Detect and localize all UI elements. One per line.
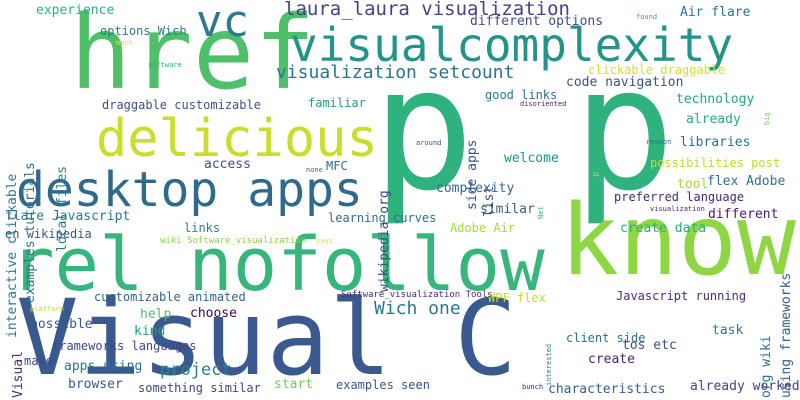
word: Javascript running bbox=[616, 289, 747, 303]
word: en wikipedia bbox=[5, 227, 92, 241]
word: different options bbox=[470, 14, 604, 29]
word: different bbox=[708, 207, 779, 222]
word: disoriented bbox=[520, 100, 567, 108]
word: create bbox=[588, 352, 635, 367]
word: Software_visualization Tools bbox=[341, 290, 493, 300]
word: desktop apps bbox=[16, 162, 363, 218]
word: using frameworks bbox=[779, 272, 794, 398]
word: visualization setcount bbox=[276, 62, 515, 83]
word: much bbox=[116, 39, 133, 47]
word: MFC bbox=[326, 159, 348, 173]
word: code navigation bbox=[566, 75, 684, 90]
word: Adobe Air bbox=[450, 221, 516, 235]
word: make bbox=[24, 354, 53, 368]
word: client side bbox=[566, 331, 646, 345]
word: preferred language bbox=[614, 190, 745, 204]
word: flex Adobe bbox=[707, 174, 786, 189]
word: familiar bbox=[308, 96, 366, 110]
word: help bbox=[140, 307, 172, 322]
word: href bbox=[70, 0, 316, 113]
word: browser bbox=[68, 377, 123, 392]
word: examples tutorials bbox=[23, 162, 38, 303]
word: visualization bbox=[650, 205, 705, 213]
word: draggable customizable bbox=[102, 98, 261, 112]
word: WPF flex bbox=[488, 291, 546, 305]
word: says bbox=[316, 237, 333, 245]
word: already bbox=[686, 112, 741, 127]
word: list bbox=[482, 185, 497, 217]
word: p p bbox=[372, 31, 675, 229]
word: options Wich bbox=[100, 24, 187, 38]
word: Air flare bbox=[680, 5, 751, 20]
word: something similar bbox=[138, 381, 261, 395]
word: platform bbox=[30, 305, 64, 313]
word: side apps bbox=[465, 139, 480, 210]
word: p bbox=[591, 171, 601, 177]
word: similar bbox=[480, 202, 535, 217]
word: choose bbox=[190, 306, 237, 321]
word: know bbox=[560, 184, 797, 298]
word: learning curves bbox=[328, 211, 437, 225]
word: delicious bbox=[96, 109, 378, 169]
word: welcome bbox=[504, 151, 559, 166]
word: reason bbox=[646, 138, 672, 146]
word: Visual bbox=[11, 351, 26, 398]
word: experience bbox=[36, 3, 115, 18]
word: frameworks languages bbox=[52, 339, 197, 353]
word: around bbox=[416, 139, 442, 147]
word: found bbox=[636, 13, 658, 21]
word: create data bbox=[620, 221, 707, 236]
word: big bbox=[763, 112, 771, 125]
word: clickable draggable bbox=[588, 63, 726, 77]
word: none bbox=[306, 166, 323, 174]
word: possibilities post bbox=[650, 156, 781, 170]
word: laura_laura visualization bbox=[284, 0, 570, 20]
word: task bbox=[712, 323, 744, 338]
word: apps using bbox=[64, 359, 143, 374]
word: software bbox=[148, 61, 182, 69]
word: possible bbox=[30, 317, 93, 332]
word: already worked bbox=[690, 379, 800, 394]
word: interested bbox=[545, 343, 553, 386]
word: wiki Software_visualization bbox=[160, 236, 307, 246]
word: Net bbox=[537, 206, 545, 219]
word: complexity bbox=[436, 181, 515, 196]
word: local files bbox=[55, 165, 70, 252]
word: interactive clickable bbox=[5, 173, 20, 338]
word: Visual C bbox=[16, 277, 517, 399]
word: rel nofollow bbox=[10, 222, 545, 308]
word: org wiki bbox=[759, 335, 774, 398]
word: examples seen bbox=[336, 378, 430, 392]
word: project bbox=[160, 360, 232, 380]
word: characteristics bbox=[548, 382, 666, 397]
word: Wich one bbox=[374, 298, 461, 319]
word: vc bbox=[196, 0, 249, 47]
word: libraries bbox=[680, 135, 751, 150]
word: good links bbox=[485, 88, 558, 102]
word: customizable animated bbox=[94, 290, 246, 304]
word: flare Javascript bbox=[5, 209, 131, 224]
word: start bbox=[274, 377, 314, 392]
word: kind bbox=[134, 324, 166, 339]
word: tos etc bbox=[622, 338, 677, 353]
word: visualcomplexity bbox=[290, 18, 734, 72]
word: links bbox=[184, 221, 221, 235]
word: wikipedia org bbox=[377, 190, 392, 292]
word: bunch bbox=[522, 383, 544, 391]
word: technology bbox=[676, 92, 755, 107]
word: tool bbox=[677, 177, 709, 192]
word: access bbox=[204, 157, 251, 172]
